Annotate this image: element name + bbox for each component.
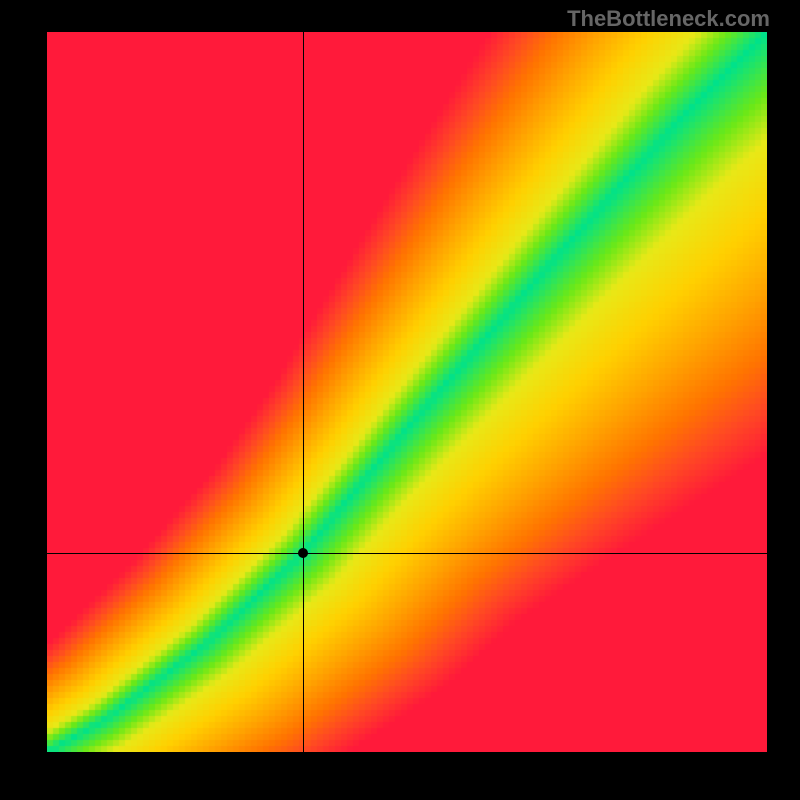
crosshair-horizontal: [47, 553, 767, 554]
heatmap-canvas: [47, 32, 767, 752]
bottleneck-heatmap: [47, 32, 767, 752]
crosshair-dot: [298, 548, 308, 558]
crosshair-vertical: [303, 32, 304, 752]
watermark-text: TheBottleneck.com: [567, 6, 770, 32]
